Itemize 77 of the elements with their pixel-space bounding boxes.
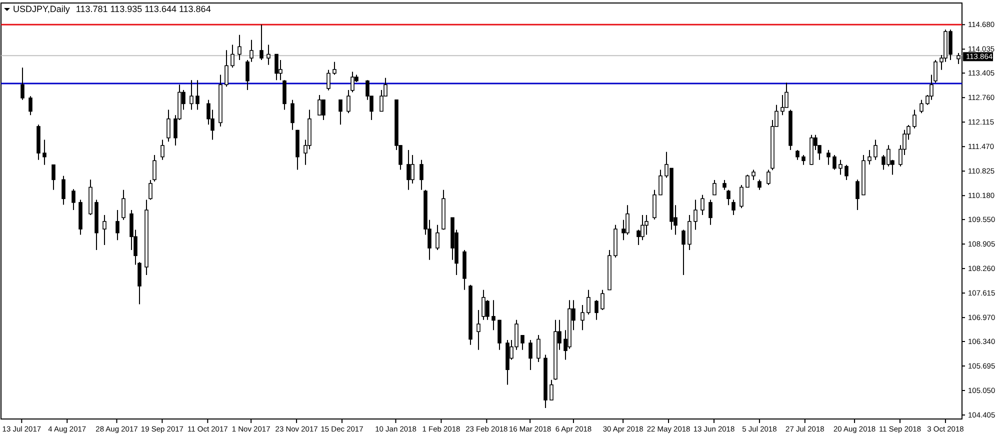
candlestick: [318, 94, 322, 116]
candlestick: [826, 150, 830, 166]
candlestick: [230, 44, 234, 68]
candlestick: [640, 214, 644, 241]
candlestick: [322, 99, 326, 121]
candlestick: [406, 150, 410, 190]
candlestick: [482, 289, 486, 320]
candlestick: [338, 99, 342, 126]
candlestick: [52, 164, 56, 190]
candlestick: [752, 169, 756, 181]
candlestick: [874, 139, 878, 160]
candlestick: [700, 194, 704, 216]
candlestick: [290, 99, 294, 130]
candlestick: [282, 80, 286, 110]
candlestick: [726, 189, 730, 206]
candlestick: [498, 319, 502, 350]
candlestick: [224, 50, 228, 88]
candlestick: [856, 179, 860, 211]
candlestick: [636, 229, 640, 246]
candlestick: [528, 339, 532, 370]
candlestick: [102, 214, 106, 246]
candlestick: [266, 44, 270, 66]
candlestick: [190, 80, 194, 110]
candlestick: [780, 94, 784, 116]
candlestick: [688, 214, 692, 250]
candlestick: [20, 67, 24, 100]
candlestick: [274, 54, 278, 81]
candlestick: [196, 80, 200, 110]
candlestick: [550, 379, 554, 401]
candlestick: [868, 150, 872, 165]
candlestick: [116, 210, 120, 241]
candlestick: [732, 199, 736, 216]
candlestick: [832, 154, 836, 170]
candlestick: [600, 289, 604, 310]
candlestick: [694, 199, 698, 230]
candlestick: [410, 154, 414, 184]
candlestick: [420, 159, 424, 190]
candlestick: [536, 334, 540, 363]
candlestick: [486, 300, 490, 320]
candlestick: [912, 109, 916, 129]
chart-title: USDJPY,Daily: [13, 4, 70, 14]
candlestick: [160, 139, 164, 160]
candlestick: [838, 159, 842, 176]
candlestick: [682, 229, 686, 276]
candlestick: [152, 154, 156, 182]
candlestick: [586, 289, 590, 316]
candlestick: [722, 180, 726, 190]
candlestick: [148, 180, 152, 200]
candlestick: [844, 164, 848, 181]
candlestick: [476, 309, 480, 350]
candlestick: [62, 175, 66, 206]
candlestick: [740, 184, 744, 209]
candlestick: [658, 169, 662, 196]
candlestick: [802, 154, 806, 166]
candlestick: [260, 24, 264, 60]
candlestick: [238, 34, 242, 60]
candlestick: [28, 96, 32, 116]
candlestick: [746, 174, 750, 188]
candlestick: [42, 139, 46, 166]
candlestick: [122, 189, 126, 220]
candlestick: [166, 109, 170, 142]
candlestick: [436, 224, 440, 250]
candlestick: [708, 199, 712, 226]
candlestick: [332, 61, 336, 76]
candlestick: [766, 169, 770, 186]
candlestick: [492, 300, 496, 331]
candlestick: [920, 99, 924, 114]
candlestick: [594, 300, 598, 320]
candlestick: [652, 189, 656, 220]
candlestick: [580, 304, 584, 331]
candlestick: [72, 188, 76, 211]
candlestick: [796, 150, 800, 160]
candlestick: [520, 334, 524, 350]
candlestick: [326, 69, 330, 91]
candlestick: [712, 180, 716, 196]
chart-subtitle: 113.781 113.935 113.644 113.864: [76, 4, 211, 14]
candlestick: [758, 179, 762, 190]
